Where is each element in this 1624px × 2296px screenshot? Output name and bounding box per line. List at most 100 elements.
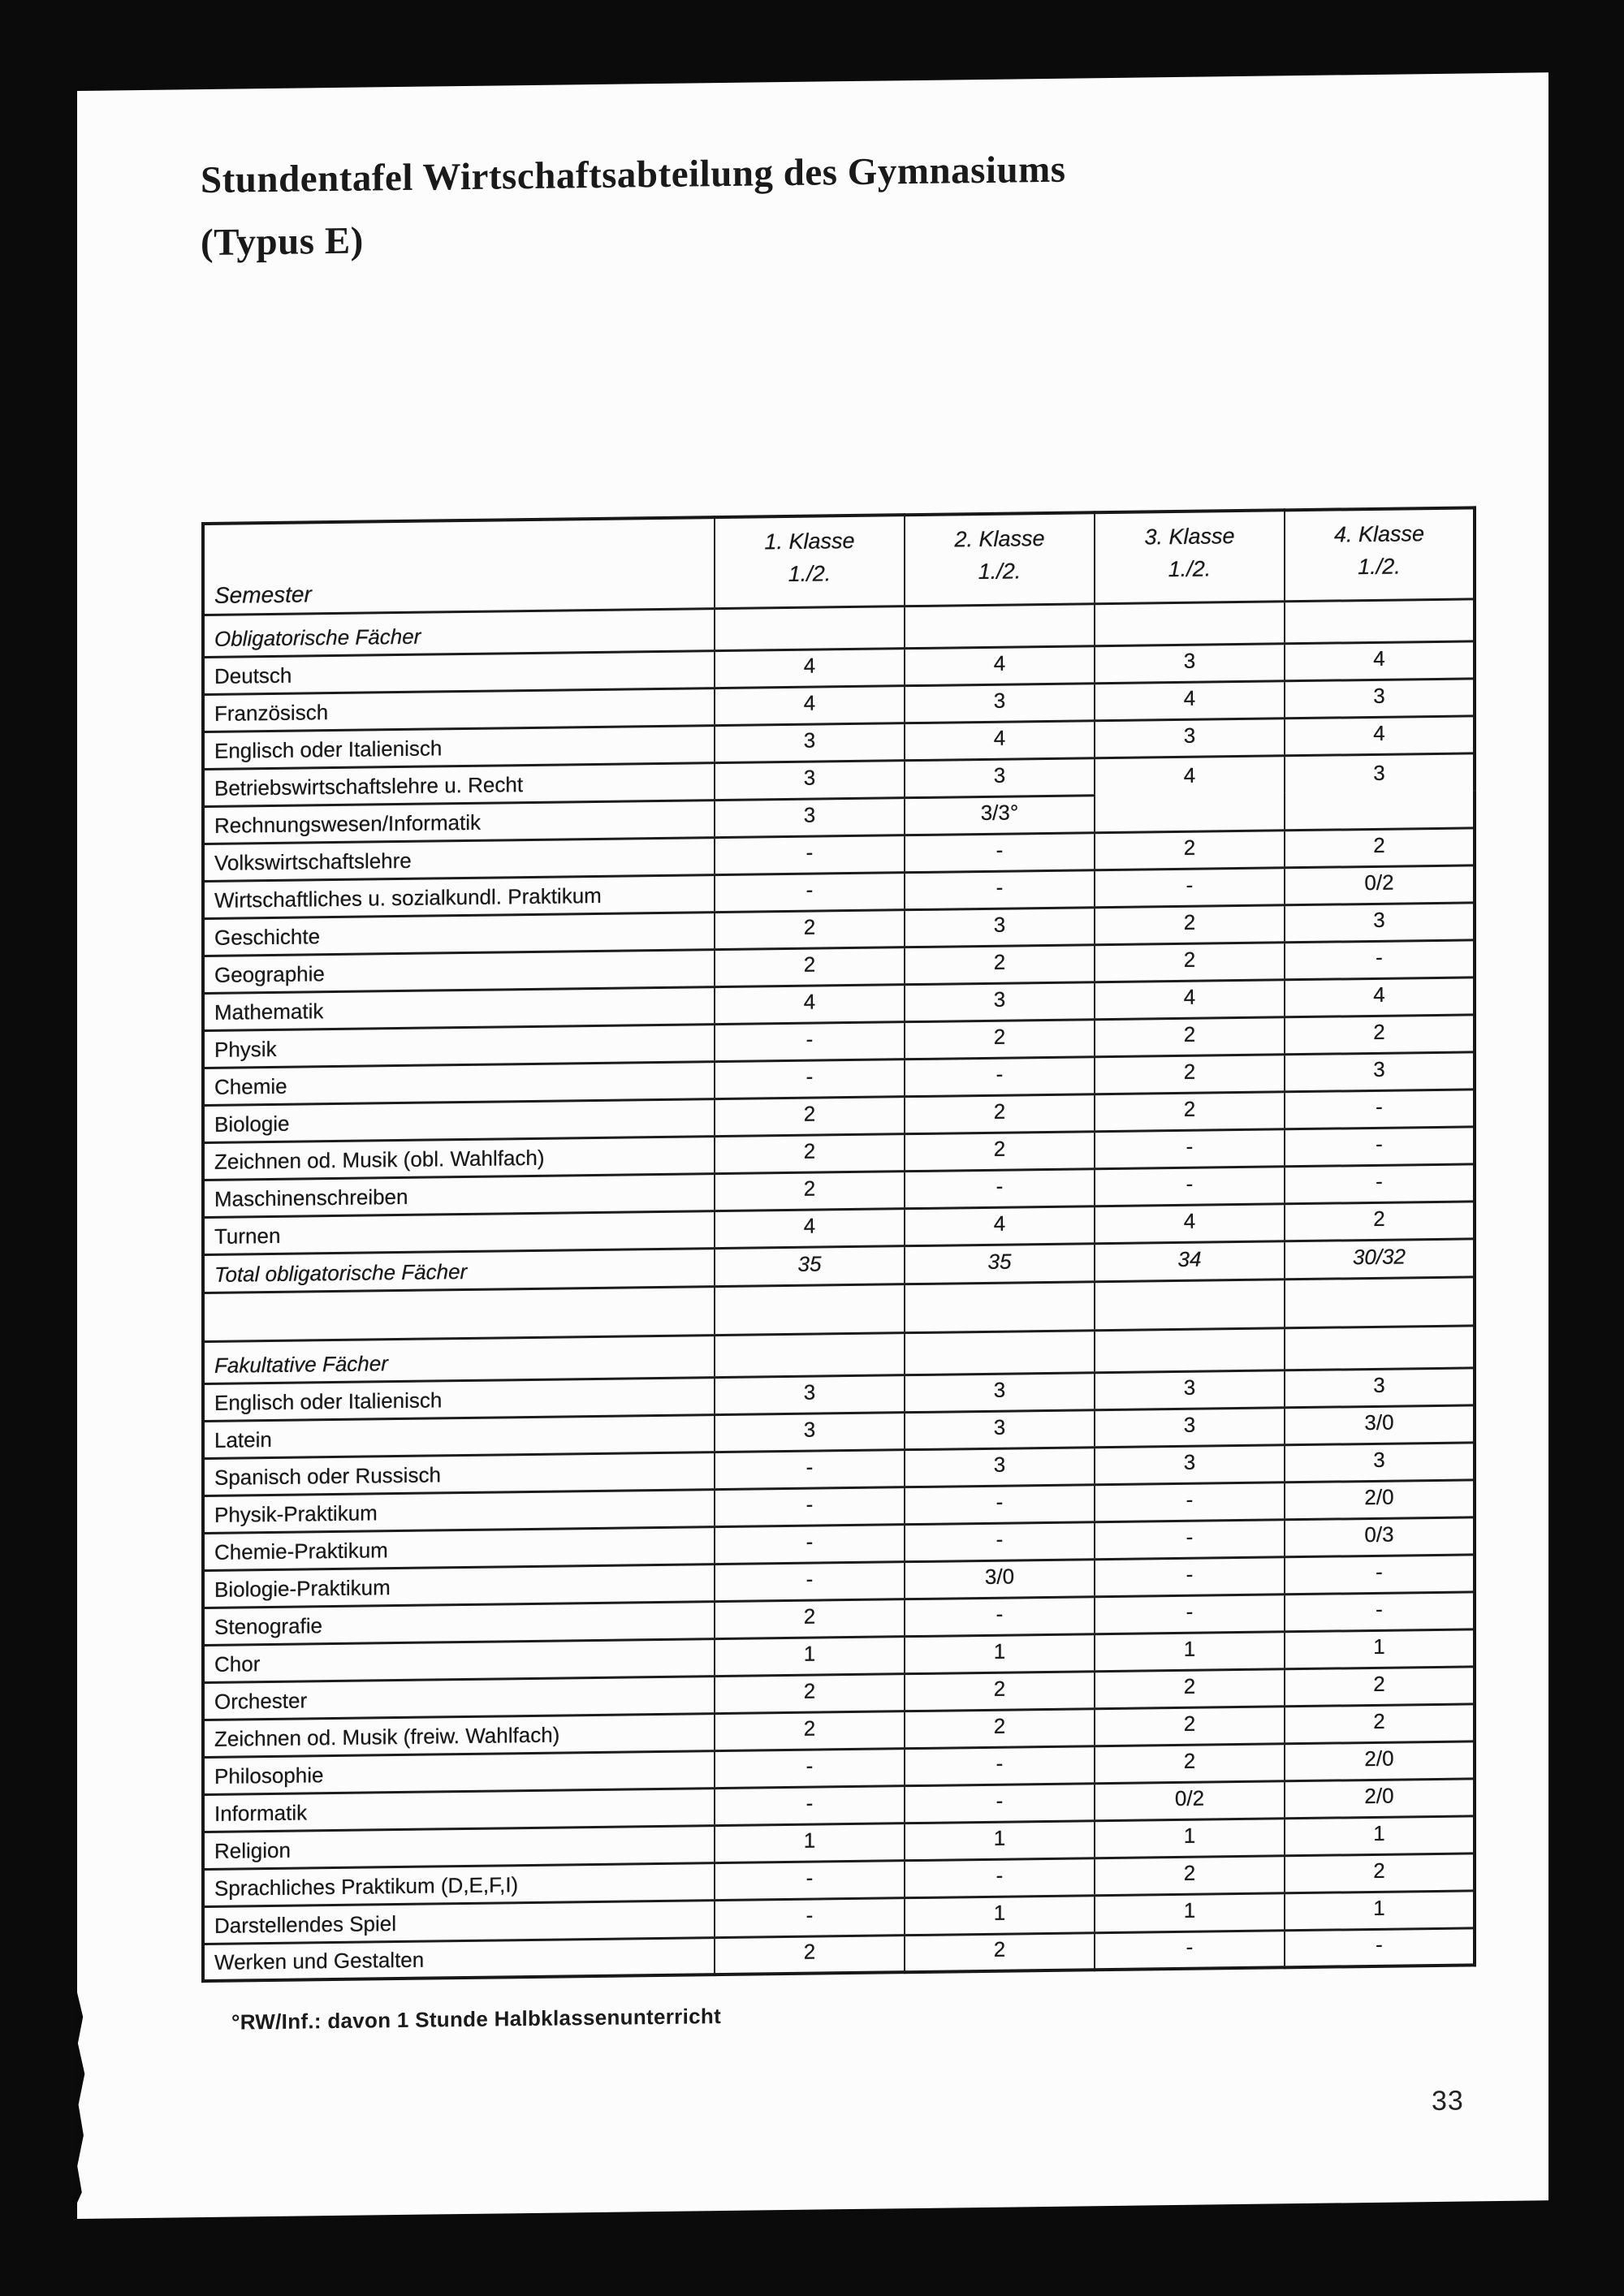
hours-cell: 2 [1095,1016,1285,1057]
hours-cell: 2 [905,1671,1095,1711]
hours-cell: 2/0 [1285,1778,1475,1819]
hours-cell: 3 [905,982,1095,1022]
hours-cell: 1 [905,1634,1095,1674]
page-title: Stundentafel Wirtschaftsabteilung des Gy… [201,139,1066,274]
hours-cell: 1 [905,1820,1095,1861]
hours-cell [905,603,1095,649]
hours-cell: 1 [1285,1629,1475,1669]
hours-cell: - [905,1484,1095,1525]
hours-cell: - [905,832,1095,873]
hours-cell: 2 [905,1019,1095,1060]
subject-label-cell: Latein [203,1414,715,1459]
hours-cell: 2 [715,1599,905,1639]
hours-cell: - [905,1056,1095,1097]
hours-cell: 4 [715,685,905,726]
column-header-klasse-1: 1. Klasse 1./2. [715,515,905,609]
subject-label-cell: Turnen [203,1211,715,1255]
hours-cell [1285,1276,1475,1328]
hours-cell: 34 [1095,1241,1285,1282]
hours-cell: 3 [1285,1367,1475,1408]
hours-cell: 1 [905,1895,1095,1936]
hours-cell: - [1095,1519,1285,1560]
subject-label-cell: Total obligatorische Fächer [203,1248,715,1293]
subject-label-cell: Obligatorische Fächer [203,608,715,658]
title-line-2: (Typus E) [201,219,364,265]
hours-cell: 2 [1095,904,1285,945]
subject-label-cell: Volkswirtschaftslehre [203,837,715,882]
hours-cell: 3 [1095,1370,1285,1410]
subject-label-cell: Informatik [203,1788,715,1832]
hours-cell: 1 [1285,1890,1475,1931]
column-header-klasse-2: 2. Klasse 1./2. [905,512,1095,606]
hours-cell: 2 [905,1932,1095,1973]
hours-cell: 1 [1095,1631,1285,1672]
subject-label-cell: Geographie [203,949,715,994]
hours-cell: 0/2 [1095,1780,1285,1821]
hours-cell: 3 [715,1412,905,1452]
hours-cell: - [1285,1126,1475,1167]
hours-cell: 2 [715,909,905,950]
hours-cell: 3 [1285,1051,1475,1092]
hours-cell: 3/0 [1285,1405,1475,1445]
hours-cell: - [1095,1482,1285,1522]
subject-label-cell: Chemie [203,1061,715,1106]
hours-cell: 2 [1285,1201,1475,1241]
hours-cell [715,1284,905,1336]
hours-cell: 3 [1095,643,1285,684]
subject-label-cell: Geschichte [203,912,715,956]
document-page: Stundentafel Wirtschaftsabteilung des Gy… [74,72,1548,2220]
hours-cell: 35 [715,1245,905,1287]
hours-cell: - [1285,1089,1475,1129]
hours-cell: 3 [1285,1442,1475,1482]
hours-cell: 0/2 [1285,865,1475,905]
subject-label-cell: Fakultative Fächer [203,1335,715,1384]
hours-cell: 3 [905,1447,1095,1487]
subject-label-cell [203,1286,715,1342]
paper-tear [74,1991,85,2210]
hours-cell: 3 [905,1409,1095,1450]
hours-cell: - [1095,1166,1285,1206]
hours-cell: 2 [905,1131,1095,1172]
hours-cell: - [715,1487,905,1527]
hours-cell: 3 [905,907,1095,947]
page-number: 33 [1432,2085,1464,2117]
hours-cell: - [715,1860,905,1901]
hours-cell: 2 [1095,830,1285,870]
hours-cell: - [715,872,905,913]
subject-label-cell: Betriebswirtschaftslehre u. Recht [203,762,715,807]
hours-cell: 3 [715,723,905,763]
hours-cell: 4 [715,984,905,1025]
hours-cell: 2 [905,1708,1095,1749]
subject-label-cell: Englisch oder Italienisch [203,1377,715,1422]
hours-cell: 2 [1095,1855,1285,1896]
hours-cell: - [715,1785,905,1826]
hours-cell: 1 [1285,1815,1475,1856]
subject-label-cell: Rechnungswesen/Informatik [203,800,715,844]
hours-cell [905,1281,1095,1333]
hours-cell: 1 [1095,1818,1285,1858]
hours-cell [905,1330,1095,1375]
subject-label-cell: Biologie-Praktikum [203,1564,715,1608]
hours-cell: 2 [1285,1853,1475,1893]
hours-cell: 2 [1095,1054,1285,1094]
hours-cell: 3 [715,797,905,838]
hours-cell: 3 [1285,678,1475,719]
subject-label-cell: Philosophie [203,1750,715,1795]
hours-cell: - [1285,1554,1475,1595]
hours-cell: 3 [715,1375,905,1415]
hours-cell: 2/0 [1285,1741,1475,1781]
hours-cell: 2/0 [1285,1479,1475,1520]
hours-cell: 3 [1285,753,1475,831]
hours-cell: - [905,1168,1095,1209]
klasse-4-semester: 1./2. [1358,554,1401,580]
hours-cell [1095,1279,1285,1331]
hours-cell: - [1285,1163,1475,1204]
subject-label-cell: Stenografie [203,1601,715,1646]
hours-cell: - [905,870,1095,910]
hours-cell: - [1095,1556,1285,1597]
klasse-3-semester: 1./2. [1168,556,1212,582]
semester-header-cell: Semester [203,517,715,615]
hours-cell: 2 [715,1935,905,1975]
hours-cell: - [715,1059,905,1099]
hours-cell: 4 [1285,641,1475,681]
